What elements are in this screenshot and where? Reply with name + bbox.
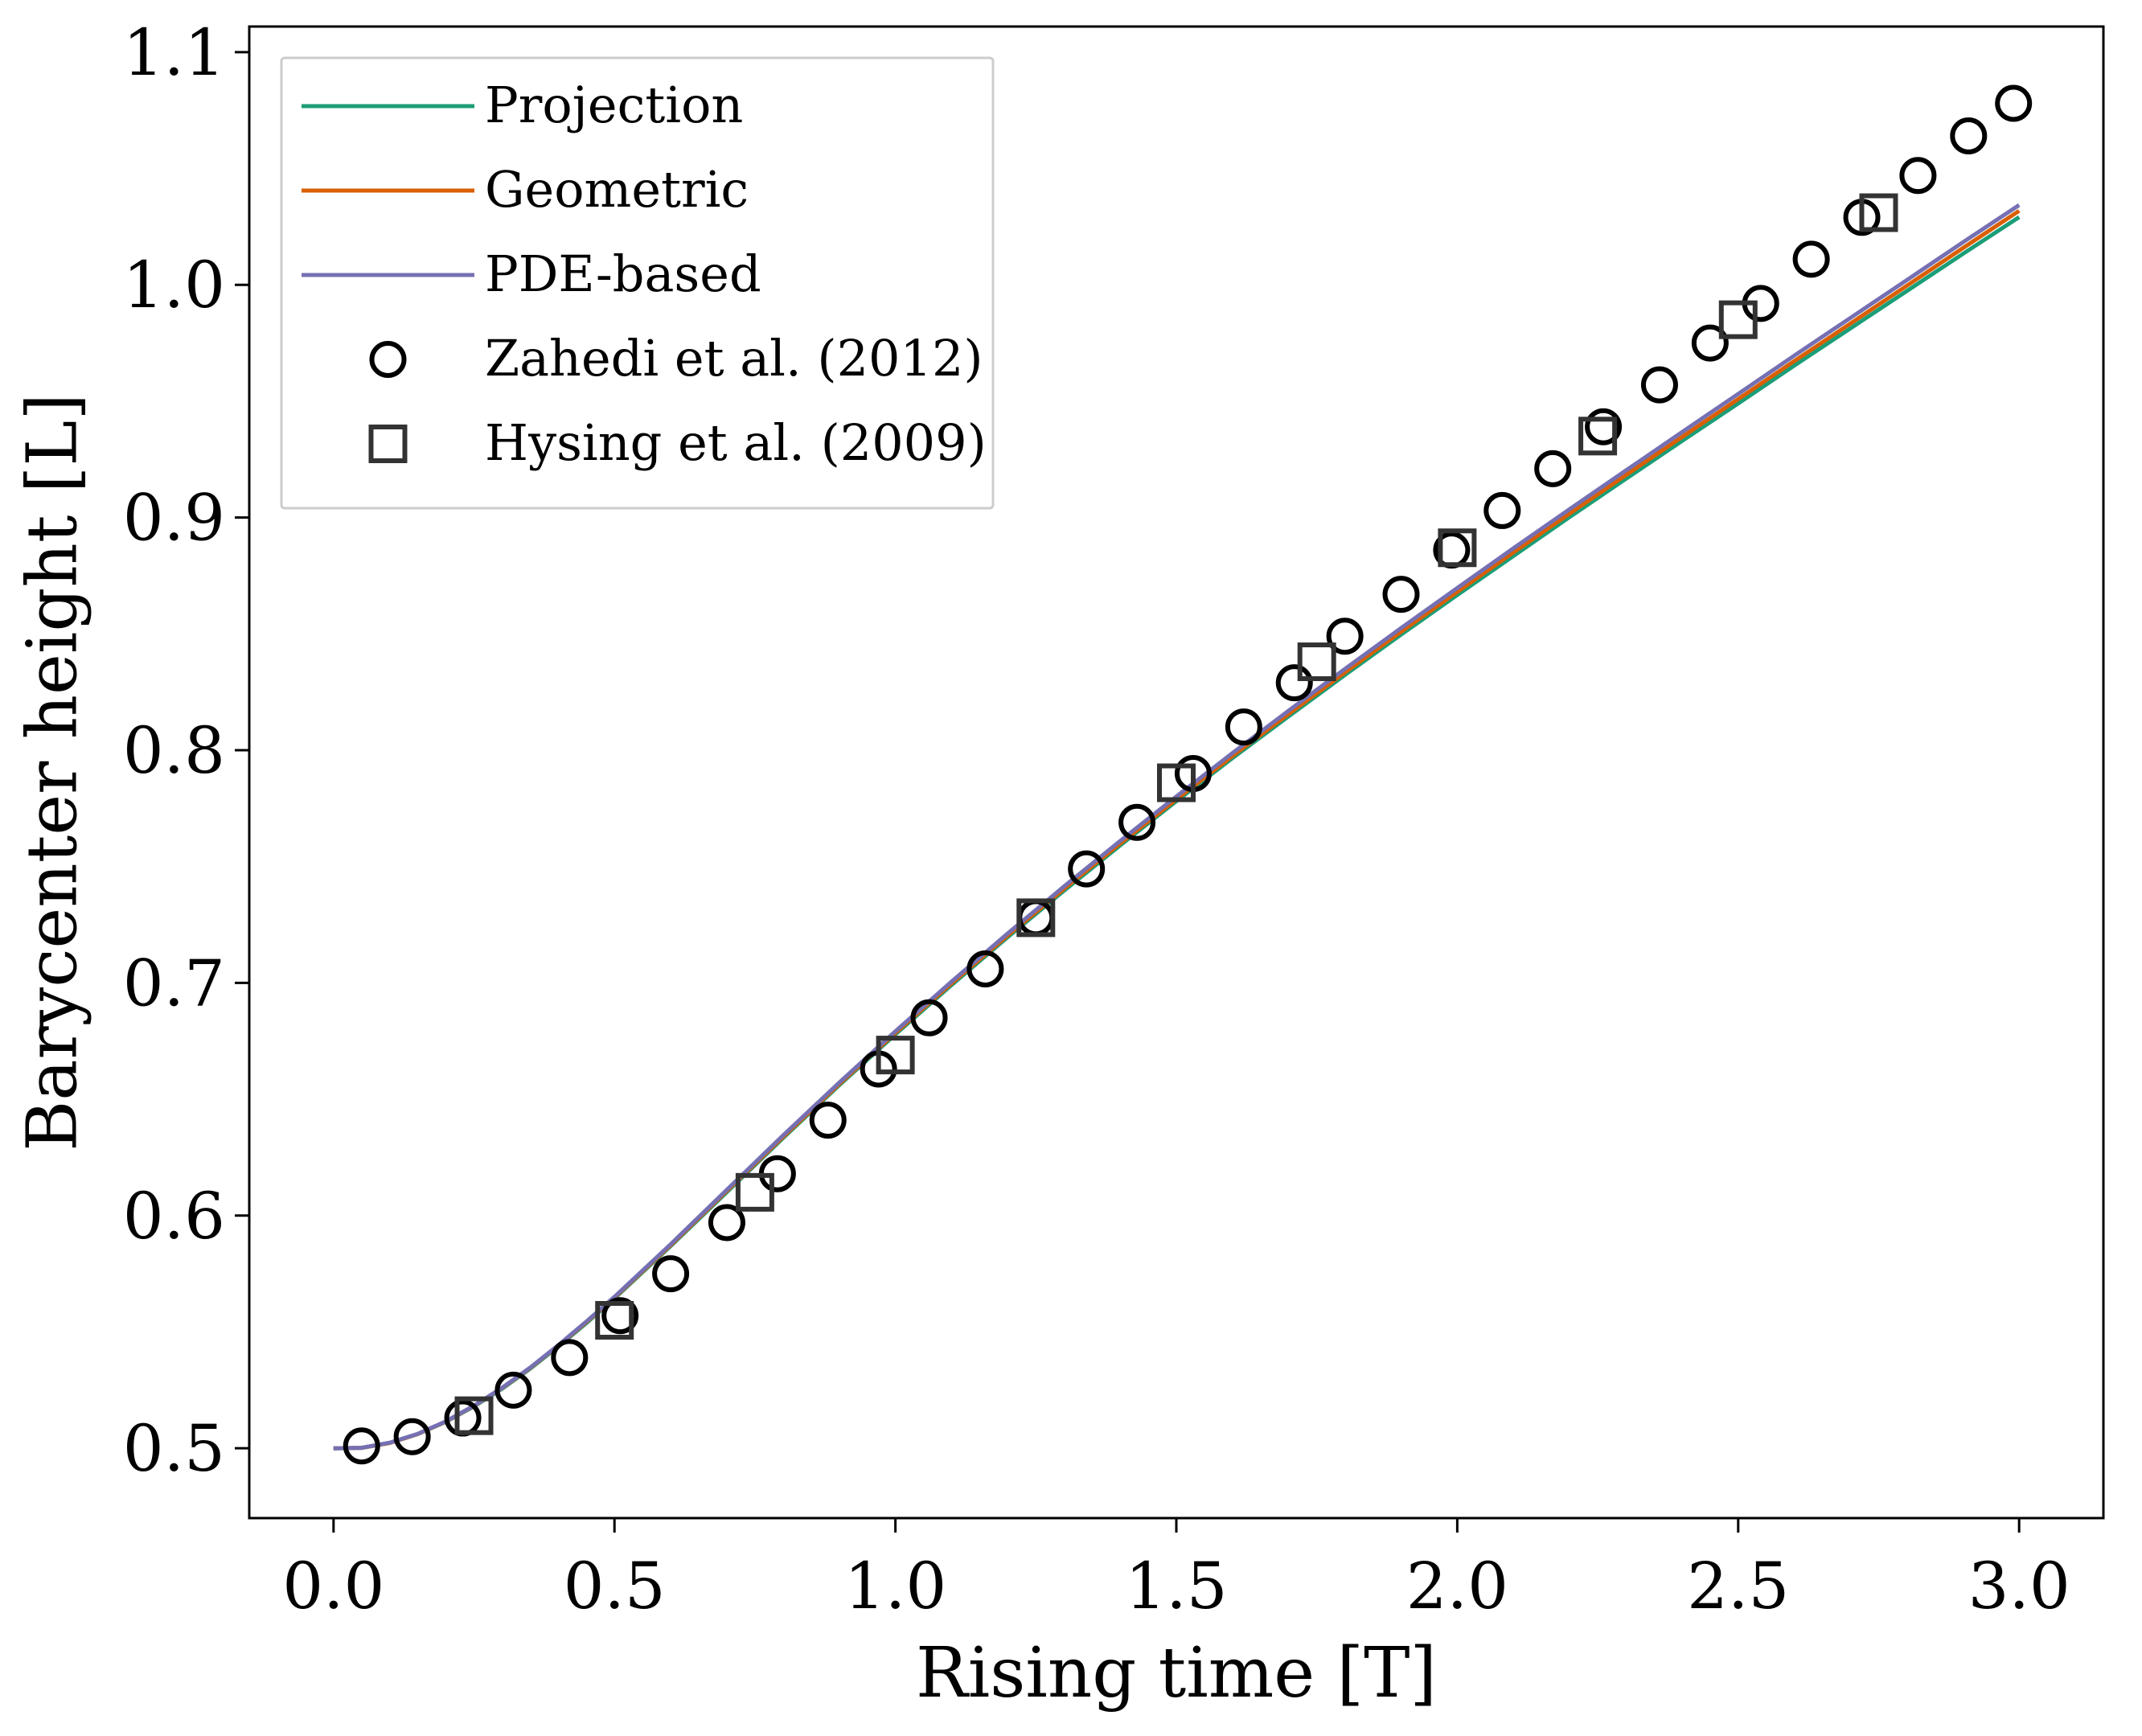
data-point-square [595, 1301, 634, 1340]
data-point-circle [1950, 117, 1988, 155]
data-point-circle [1534, 449, 1572, 487]
data-point-square [1157, 763, 1196, 802]
y-tick-label: 0.7 [123, 946, 225, 1020]
data-point-circle [1326, 618, 1364, 655]
x-tick-label: 0.5 [564, 1549, 666, 1623]
x-tick-label: 2.5 [1687, 1549, 1789, 1623]
data-point-circle [1691, 324, 1729, 362]
data-point-circle [1585, 408, 1623, 445]
legend-label-geometric: Geometric [485, 160, 749, 219]
legend-label-zahedi-et-al-2012: Zahedi et al. (2012) [485, 329, 983, 388]
legend-label-projection: Projection [485, 76, 743, 134]
data-point-circle [601, 1297, 639, 1335]
data-point-square [1016, 898, 1056, 938]
data-point-square [876, 1036, 915, 1075]
y-tick-label: 1.0 [123, 248, 225, 322]
y-tick-label: 0.9 [123, 481, 225, 556]
legend-label-pde-based: PDE-based [485, 244, 761, 303]
series-layer [333, 84, 2033, 1465]
data-point-circle [1899, 157, 1937, 195]
y-tick-label: 0.8 [123, 713, 225, 788]
x-tick-label: 1.0 [844, 1549, 946, 1623]
data-point-circle [1118, 803, 1156, 841]
series-hysing-et-al-2009 [454, 193, 1898, 1435]
data-point-circle [966, 950, 1004, 988]
data-point-circle [1483, 491, 1521, 529]
data-point-circle [1382, 576, 1420, 614]
x-axis: 0.0 0.5 1.0 1.5 2.0 2.5 3.0 [282, 1518, 2070, 1623]
y-tick-label: 0.5 [123, 1411, 225, 1486]
data-point-square [735, 1172, 774, 1212]
y-tick-label: 0.6 [123, 1179, 225, 1254]
data-point-square [1297, 642, 1336, 682]
y-axis: 0.5 0.6 0.7 0.8 0.9 1.0 1.1 [123, 15, 249, 1486]
data-point-circle [708, 1204, 745, 1241]
data-point-circle [1225, 708, 1262, 746]
data-point-circle [1995, 84, 2033, 122]
x-tick-label: 1.5 [1125, 1549, 1227, 1623]
y-axis-title: Barycenter height [L] [13, 393, 93, 1151]
data-point-circle [1792, 240, 1830, 278]
legend-swatch-zahedi-et-al-2012 [369, 341, 407, 378]
data-point-square [1438, 528, 1477, 568]
data-point-circle [652, 1255, 690, 1293]
data-point-square [1718, 300, 1758, 339]
data-point-circle [343, 1427, 380, 1465]
data-point-circle [393, 1418, 431, 1455]
data-point-circle [809, 1102, 847, 1139]
data-point-circle [1640, 366, 1678, 404]
legend-box [280, 56, 995, 510]
x-axis-title: Rising time [T] [916, 1633, 1437, 1713]
data-point-square [454, 1396, 494, 1435]
data-point-square [1578, 417, 1618, 456]
x-tick-label: 3.0 [1968, 1549, 2070, 1623]
data-point-circle [910, 999, 948, 1036]
y-tick-label: 1.1 [123, 15, 225, 90]
legend: Projection Geometric PDE-based Zahedi et al… [280, 56, 995, 510]
x-tick-label: 0.0 [282, 1549, 384, 1623]
data-point-circle [1275, 664, 1313, 702]
data-point-square [1859, 193, 1898, 232]
x-tick-label: 2.0 [1406, 1549, 1508, 1623]
legend-swatch-hysing-et-al-2009 [368, 425, 408, 463]
data-point-circle [494, 1371, 532, 1409]
data-point-circle [1068, 850, 1106, 888]
data-point-circle [551, 1339, 589, 1377]
legend-label-hysing-et-al-2009: Hysing et al. (2009) [485, 413, 987, 472]
